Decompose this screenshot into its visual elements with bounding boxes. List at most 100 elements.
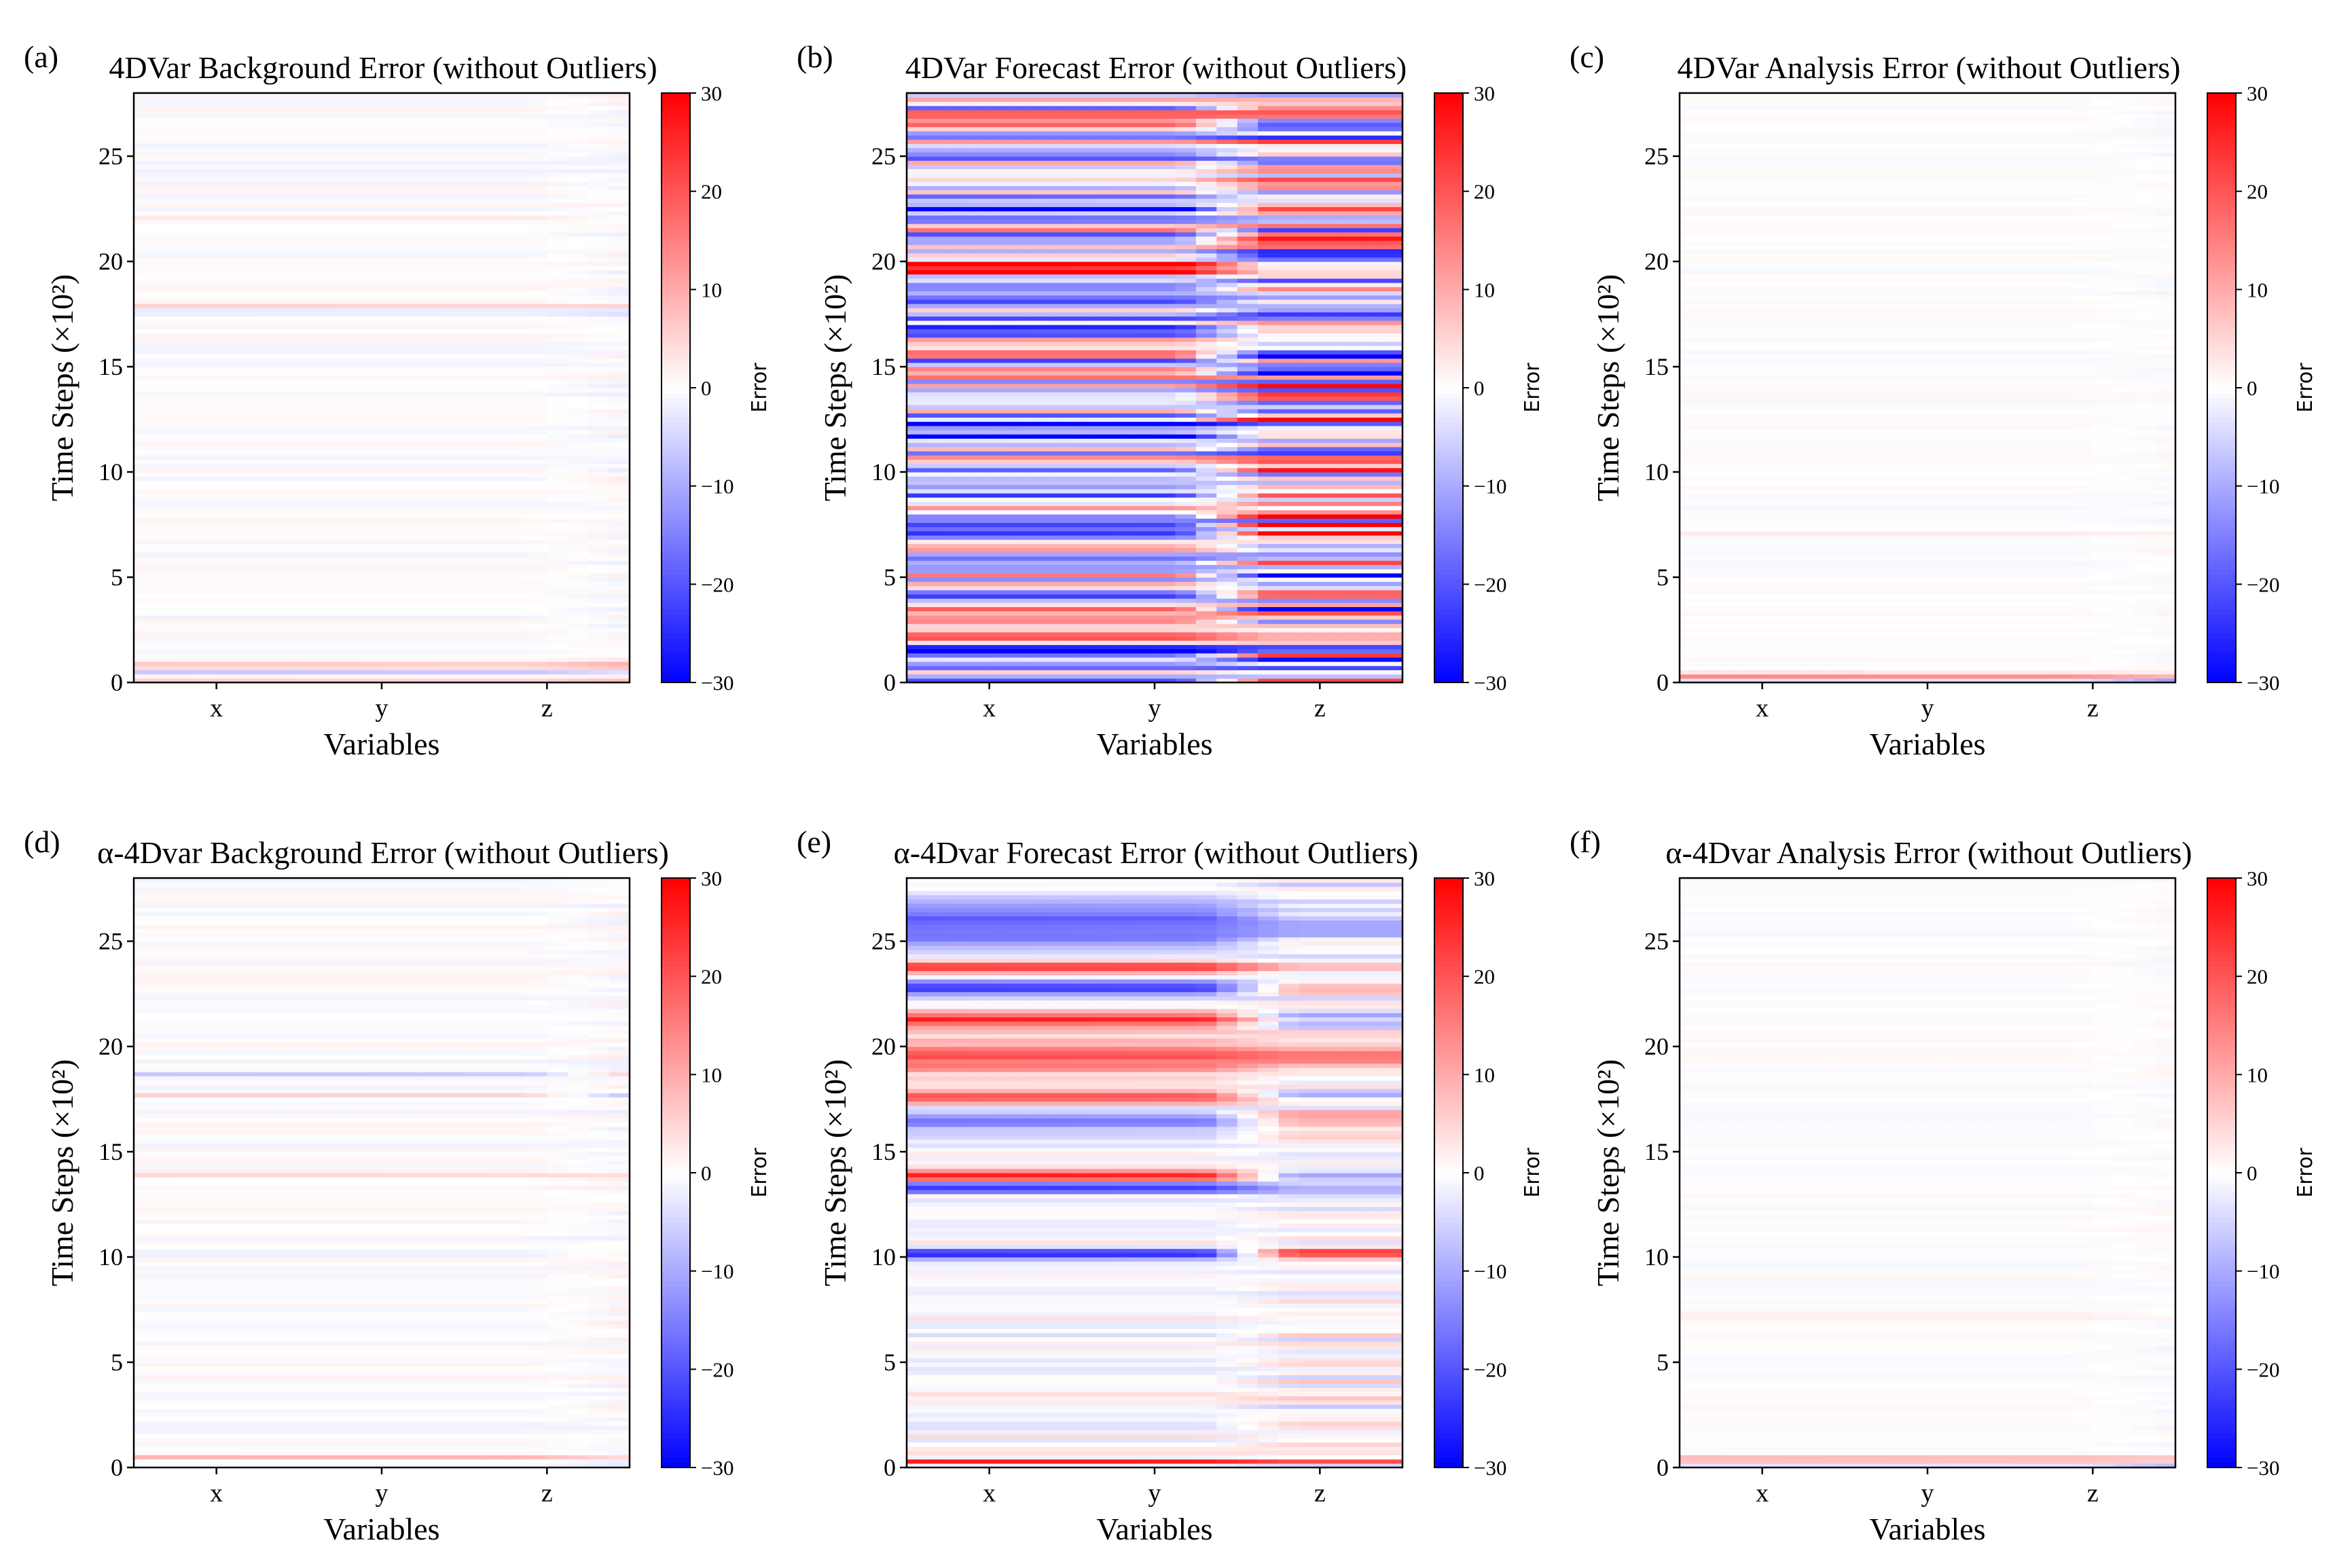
heatmap-cell <box>196 97 217 102</box>
heatmap-cell <box>1278 572 1300 578</box>
heatmap-cell <box>927 589 949 595</box>
heatmap-cell <box>609 438 630 443</box>
heatmap-cell <box>402 257 424 262</box>
heatmap-cell <box>196 526 217 532</box>
heatmap-cell <box>216 488 238 494</box>
heatmap-cell <box>154 459 176 464</box>
heatmap-cell <box>526 244 547 249</box>
heatmap-cell <box>382 316 403 321</box>
heatmap-cell <box>134 295 156 300</box>
heatmap-cell <box>278 189 300 195</box>
heatmap-cell <box>237 114 259 119</box>
heatmap-cell <box>1030 640 1052 645</box>
heatmap-cell <box>340 556 362 561</box>
heatmap-cell <box>1299 627 1320 633</box>
heatmap-cell <box>505 219 527 224</box>
heatmap-cell <box>505 130 527 136</box>
heatmap-cell <box>1278 434 1300 439</box>
heatmap-cell <box>319 598 341 603</box>
heatmap-cell <box>588 413 610 418</box>
heatmap-cell <box>989 455 1011 460</box>
heatmap-cell <box>299 526 321 532</box>
heatmap-cell <box>154 316 176 321</box>
heatmap-cell <box>464 257 486 262</box>
heatmap-cell <box>382 425 403 431</box>
heatmap-cell <box>1030 476 1052 481</box>
heatmap-cell <box>340 274 362 279</box>
heatmap-cell <box>567 585 589 591</box>
heatmap-cell <box>947 425 969 431</box>
heatmap-cell <box>567 497 589 502</box>
heatmap-cell <box>464 421 486 426</box>
heatmap-cell <box>1361 661 1383 666</box>
heatmap-cell <box>444 249 465 254</box>
heatmap-cell <box>319 198 341 203</box>
heatmap-cell <box>1381 488 1403 494</box>
heatmap-cell <box>526 623 547 628</box>
heatmap-cell <box>567 211 589 216</box>
heatmap-cell <box>485 379 507 384</box>
heatmap-cell <box>927 539 949 544</box>
heatmap-cell <box>278 232 300 237</box>
heatmap-cell <box>299 615 321 620</box>
heatmap-cell <box>340 539 362 544</box>
heatmap-cell <box>567 388 589 393</box>
heatmap-cell <box>464 493 486 498</box>
heatmap-cell <box>609 430 630 435</box>
heatmap-cell <box>422 581 444 586</box>
heatmap-cell <box>257 451 279 456</box>
heatmap-cell <box>134 362 156 367</box>
heatmap-cell <box>1195 438 1217 443</box>
heatmap-cell <box>547 333 568 338</box>
heatmap-cell <box>1340 425 1362 431</box>
heatmap-cell <box>464 105 486 111</box>
heatmap-cell <box>237 304 259 308</box>
heatmap-cell <box>609 451 630 456</box>
heatmap-cell <box>1092 615 1114 620</box>
heatmap-cell <box>216 636 238 641</box>
heatmap-cell <box>485 619 507 624</box>
heatmap-cell <box>319 666 341 670</box>
heatmap-cell <box>340 644 362 649</box>
heatmap-cell <box>588 425 610 431</box>
heatmap-cell <box>907 425 928 431</box>
heatmap-cell <box>547 371 568 376</box>
heatmap-cell <box>257 463 279 469</box>
heatmap-cell <box>422 636 444 641</box>
heatmap-cell <box>1340 581 1362 586</box>
heatmap-cell <box>485 594 507 599</box>
heatmap-cell <box>216 312 238 317</box>
heatmap-cell <box>319 227 341 233</box>
heatmap-cell <box>1361 463 1383 469</box>
colorbar-segment <box>662 545 690 551</box>
heatmap-cell <box>547 337 568 342</box>
heatmap-cell <box>382 295 403 300</box>
heatmap-cell <box>1195 585 1217 591</box>
heatmap-cell <box>382 130 403 136</box>
heatmap-cell <box>609 383 630 388</box>
heatmap-cell <box>278 396 300 401</box>
heatmap-cell <box>464 581 486 586</box>
heatmap-cell <box>1092 653 1114 658</box>
heatmap-cell <box>319 539 341 544</box>
heatmap-cell <box>382 299 403 304</box>
heatmap-cell <box>1340 442 1362 448</box>
heatmap-cell <box>1381 430 1403 435</box>
heatmap-cell <box>196 223 217 228</box>
heatmap-cell <box>567 572 589 578</box>
colorbar-segment <box>662 579 690 585</box>
heatmap-cell <box>319 425 341 431</box>
heatmap-cell <box>1361 526 1383 532</box>
heatmap-cell <box>1258 463 1280 469</box>
heatmap-cell <box>1010 577 1032 582</box>
heatmap-cell <box>588 206 610 212</box>
heatmap-cell <box>175 253 196 258</box>
heatmap-cell <box>1030 539 1052 544</box>
heatmap-cell <box>216 206 238 212</box>
heatmap-cell <box>989 438 1011 443</box>
heatmap-cell <box>1051 530 1072 536</box>
heatmap-cell <box>134 219 156 224</box>
heatmap-cell <box>237 160 259 165</box>
heatmap-cell <box>1258 451 1280 456</box>
heatmap-cell <box>1072 430 1093 435</box>
